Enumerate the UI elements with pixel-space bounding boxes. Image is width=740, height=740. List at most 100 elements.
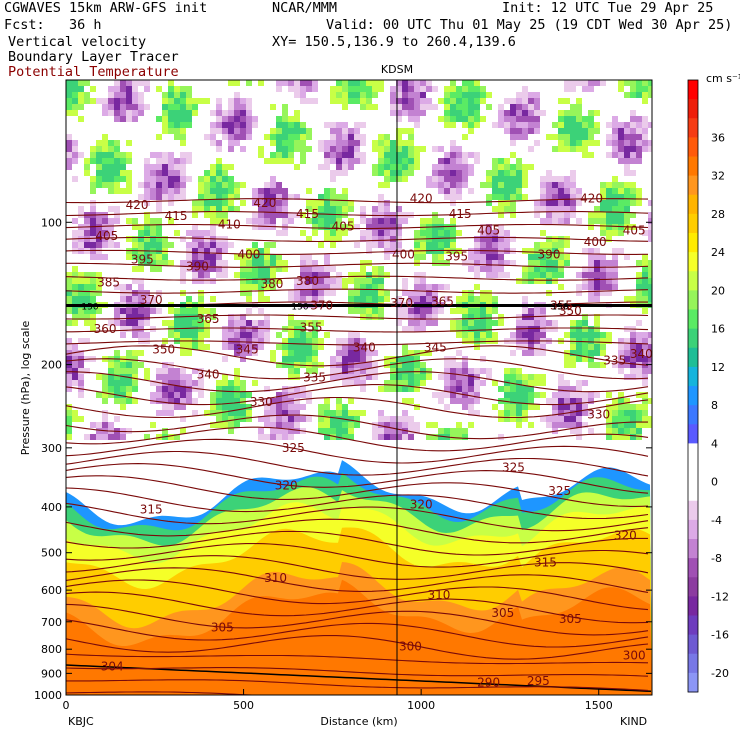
w-cell [576, 332, 582, 338]
w-cell [222, 410, 228, 416]
w-cell [258, 434, 264, 440]
w-cell [504, 182, 510, 188]
w-cell [492, 194, 498, 200]
w-cell [120, 110, 126, 116]
w-cell [396, 362, 402, 368]
w-cell [330, 170, 336, 176]
w-cell [102, 374, 108, 380]
w-cell [570, 206, 576, 212]
w-cell [432, 182, 438, 188]
w-cell [534, 374, 540, 380]
w-cell [294, 284, 300, 290]
w-cell [132, 308, 138, 314]
w-cell [642, 356, 648, 362]
w-cell [540, 218, 546, 224]
w-cell [564, 386, 570, 392]
w-cell [630, 146, 636, 152]
w-cell [396, 374, 402, 380]
w-cell [198, 368, 204, 374]
w-cell [378, 284, 384, 290]
w-cell [90, 158, 96, 164]
w-cell [522, 278, 528, 284]
w-cell [156, 224, 162, 230]
theta-contour [66, 619, 649, 648]
w-cell [522, 104, 528, 110]
w-cell [186, 104, 192, 110]
w-cell [648, 332, 652, 338]
w-cell [162, 110, 168, 116]
w-cell [222, 422, 228, 428]
w-cell [114, 386, 120, 392]
w-cell [150, 194, 156, 200]
w-cell [216, 206, 222, 212]
w-cell [372, 266, 378, 272]
w-cell [288, 350, 294, 356]
w-cell [144, 230, 150, 236]
theta-contour [66, 667, 649, 677]
w-cell [558, 398, 564, 404]
w-cell [132, 242, 138, 248]
w-cell [180, 92, 186, 98]
w-cell [192, 206, 198, 212]
theta-label: 405 [95, 229, 118, 243]
w-cell [612, 128, 618, 134]
w-cell [522, 86, 528, 92]
w-cell [438, 98, 444, 104]
w-cell [348, 128, 354, 134]
w-cell [510, 110, 516, 116]
w-cell [372, 434, 378, 440]
plot-frame [65, 79, 653, 696]
w-cell [246, 278, 252, 284]
w-cell [342, 206, 348, 212]
w-cell [408, 422, 414, 428]
w-cell [444, 392, 450, 398]
w-cell [216, 110, 222, 116]
w-cell [138, 242, 144, 248]
w-cell [540, 110, 546, 116]
w-cell [624, 188, 630, 194]
w-cell [582, 410, 588, 416]
w-cell [96, 392, 102, 398]
w-cell [306, 362, 312, 368]
w-cell [420, 146, 426, 152]
w-cell [120, 434, 126, 440]
w-cell [480, 224, 486, 230]
w-cell [420, 254, 426, 260]
w-cell [396, 140, 402, 146]
w-cell [108, 86, 114, 92]
w-cell [72, 320, 78, 326]
w-cell [324, 272, 330, 278]
w-cell [516, 404, 522, 410]
w-cell [300, 386, 306, 392]
w-cell [486, 170, 492, 176]
w-cell [612, 410, 618, 416]
w-cell [138, 260, 144, 266]
w-cell [300, 326, 306, 332]
w-cell [330, 410, 336, 416]
w-cell [408, 386, 414, 392]
w-cell [366, 368, 372, 374]
w-cell [552, 218, 558, 224]
w-cell [306, 368, 312, 374]
w-cell [366, 362, 372, 368]
w-cell [564, 182, 570, 188]
w-cell [402, 164, 408, 170]
w-cell [396, 218, 402, 224]
w-cell [72, 308, 78, 314]
w-cell [444, 164, 450, 170]
w-cell [312, 218, 318, 224]
w-cell [330, 236, 336, 242]
w-cell [570, 356, 576, 362]
w-cell [210, 194, 216, 200]
w-cell [624, 218, 630, 224]
w-cell [312, 80, 318, 86]
w-cell [594, 290, 600, 296]
w-cell [468, 422, 474, 428]
w-cell [228, 140, 234, 146]
w-cell [558, 134, 564, 140]
w-cell [522, 350, 528, 356]
w-cell [564, 212, 570, 218]
w-cell [282, 116, 288, 122]
w-cell [66, 92, 72, 98]
w-cell [606, 338, 612, 344]
